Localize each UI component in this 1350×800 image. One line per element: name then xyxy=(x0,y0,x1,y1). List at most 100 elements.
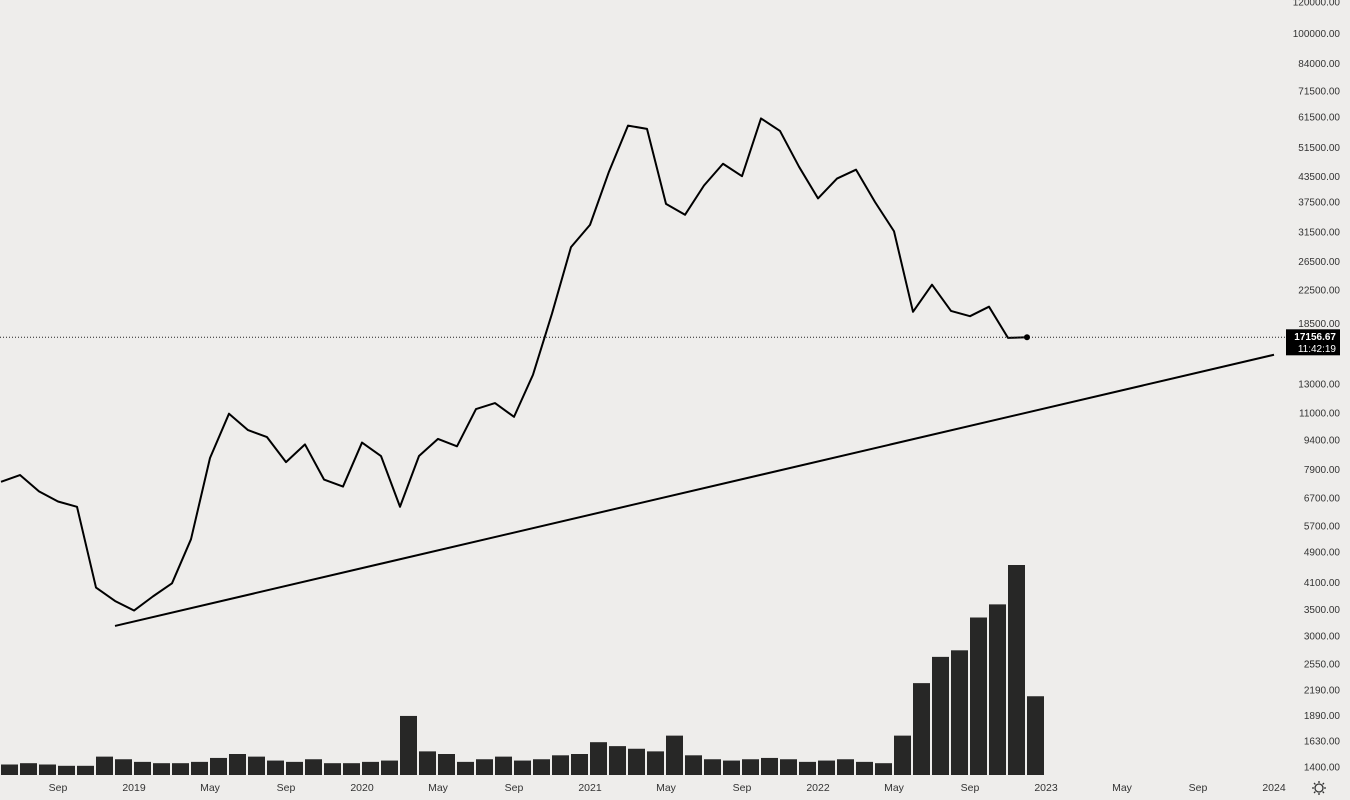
x-tick-label: 2019 xyxy=(122,782,146,794)
volume-bar xyxy=(267,760,284,775)
y-tick-label: 11000.00 xyxy=(1299,408,1340,419)
volume-bar xyxy=(590,742,607,775)
x-tick-label: 2021 xyxy=(578,782,602,794)
volume-bar xyxy=(647,751,664,775)
volume-bar xyxy=(704,759,721,775)
y-tick-label: 7900.00 xyxy=(1304,465,1341,476)
volume-bar xyxy=(210,757,227,775)
y-tick-label: 3500.00 xyxy=(1304,605,1341,616)
volume-bar xyxy=(324,763,341,775)
volume-bar xyxy=(153,763,170,775)
volume-bar xyxy=(419,751,436,775)
y-tick-label: 26500.00 xyxy=(1298,257,1340,268)
y-tick-label: 61500.00 xyxy=(1298,113,1340,124)
volume-bar xyxy=(39,764,56,775)
volume-bar xyxy=(685,755,702,775)
volume-bar xyxy=(875,763,892,775)
x-tick-label: May xyxy=(428,782,449,794)
y-tick-label: 2190.00 xyxy=(1304,686,1341,697)
volume-bar xyxy=(438,754,455,775)
volume-bar xyxy=(305,759,322,775)
volume-bar xyxy=(286,761,303,775)
volume-bar xyxy=(115,759,132,775)
x-tick-label: May xyxy=(884,782,905,794)
last-price-tag xyxy=(1286,329,1340,356)
volume-bar xyxy=(400,715,417,775)
y-tick-label: 4100.00 xyxy=(1304,578,1341,589)
countdown-label: 11:42:19 xyxy=(1298,344,1337,355)
y-tick-label: 100000.00 xyxy=(1293,29,1341,40)
x-tick-label: May xyxy=(656,782,677,794)
last-price-dot xyxy=(1024,334,1030,341)
volume-bar xyxy=(837,759,854,775)
volume-bar xyxy=(951,650,968,775)
y-tick-label: 51500.00 xyxy=(1298,143,1340,154)
y-tick-label: 43500.00 xyxy=(1298,172,1340,183)
volume-bar xyxy=(628,748,645,775)
x-tick-label: May xyxy=(1112,782,1133,794)
x-tick-label: 2022 xyxy=(806,782,830,794)
x-tick-label: 2023 xyxy=(1034,782,1058,794)
volume-bar xyxy=(666,735,683,775)
settings-icon-ring[interactable] xyxy=(1314,783,1324,793)
volume-bar xyxy=(552,755,569,775)
y-tick-label: 120000.00 xyxy=(1293,0,1341,9)
volume-bar xyxy=(362,761,379,775)
x-tick-label: Sep xyxy=(505,782,524,794)
y-tick-label: 22500.00 xyxy=(1298,285,1340,296)
volume-bar xyxy=(894,735,911,775)
y-tick-label: 9400.00 xyxy=(1304,435,1341,446)
y-tick-label: 1630.00 xyxy=(1304,736,1341,747)
y-tick-label: 31500.00 xyxy=(1298,228,1340,239)
y-tick-label: 5700.00 xyxy=(1304,521,1341,532)
x-tick-label: 2024 xyxy=(1262,782,1286,794)
volume-bar xyxy=(989,604,1006,775)
volume-bar xyxy=(495,756,512,775)
volume-bar xyxy=(58,765,75,775)
y-tick-label: 6700.00 xyxy=(1304,494,1341,505)
volume-bar xyxy=(134,761,151,775)
y-tick-label: 3000.00 xyxy=(1304,632,1341,643)
x-tick-label: Sep xyxy=(277,782,296,794)
volume-bar xyxy=(1027,696,1044,775)
volume-bar xyxy=(799,761,816,775)
x-tick-label: Sep xyxy=(961,782,980,794)
y-tick-label: 71500.00 xyxy=(1298,87,1340,98)
y-tick-label: 1400.00 xyxy=(1304,763,1341,774)
y-tick-label: 37500.00 xyxy=(1298,198,1340,209)
x-tick-label: Sep xyxy=(49,782,68,794)
volume-bar xyxy=(533,759,550,775)
volume-bar xyxy=(609,746,626,775)
x-tick-label: Sep xyxy=(733,782,752,794)
x-tick-label: May xyxy=(200,782,221,794)
volume-bar xyxy=(571,754,588,775)
volume-bar xyxy=(20,763,37,775)
y-tick-label: 84000.00 xyxy=(1298,59,1340,70)
volume-bar xyxy=(1008,565,1025,775)
price-line xyxy=(0,117,1028,612)
volume-bar xyxy=(514,760,531,775)
last-price-label: 17156.67 xyxy=(1294,332,1336,343)
y-tick-label: 2550.00 xyxy=(1304,660,1341,671)
volume-bar xyxy=(818,760,835,775)
volume-bar xyxy=(742,759,759,775)
trendline xyxy=(114,353,1275,627)
volume-bar xyxy=(172,763,189,775)
volume-bar xyxy=(381,760,398,775)
y-tick-label: 13000.00 xyxy=(1298,380,1340,391)
volume-bar xyxy=(1,764,18,775)
volume-bar xyxy=(343,763,360,775)
volume-bar xyxy=(723,760,740,775)
y-tick-label: 1890.00 xyxy=(1304,711,1341,722)
volume-bar xyxy=(856,761,873,775)
volume-bar xyxy=(77,765,94,775)
volume-bar xyxy=(780,759,797,775)
volume-bar xyxy=(457,761,474,775)
volume-bar xyxy=(96,756,113,775)
x-tick-label: Sep xyxy=(1189,782,1208,794)
settings-icon[interactable] xyxy=(1312,781,1326,795)
settings-icon-teeth[interactable] xyxy=(1312,781,1326,795)
y-tick-label: 4900.00 xyxy=(1304,547,1341,558)
